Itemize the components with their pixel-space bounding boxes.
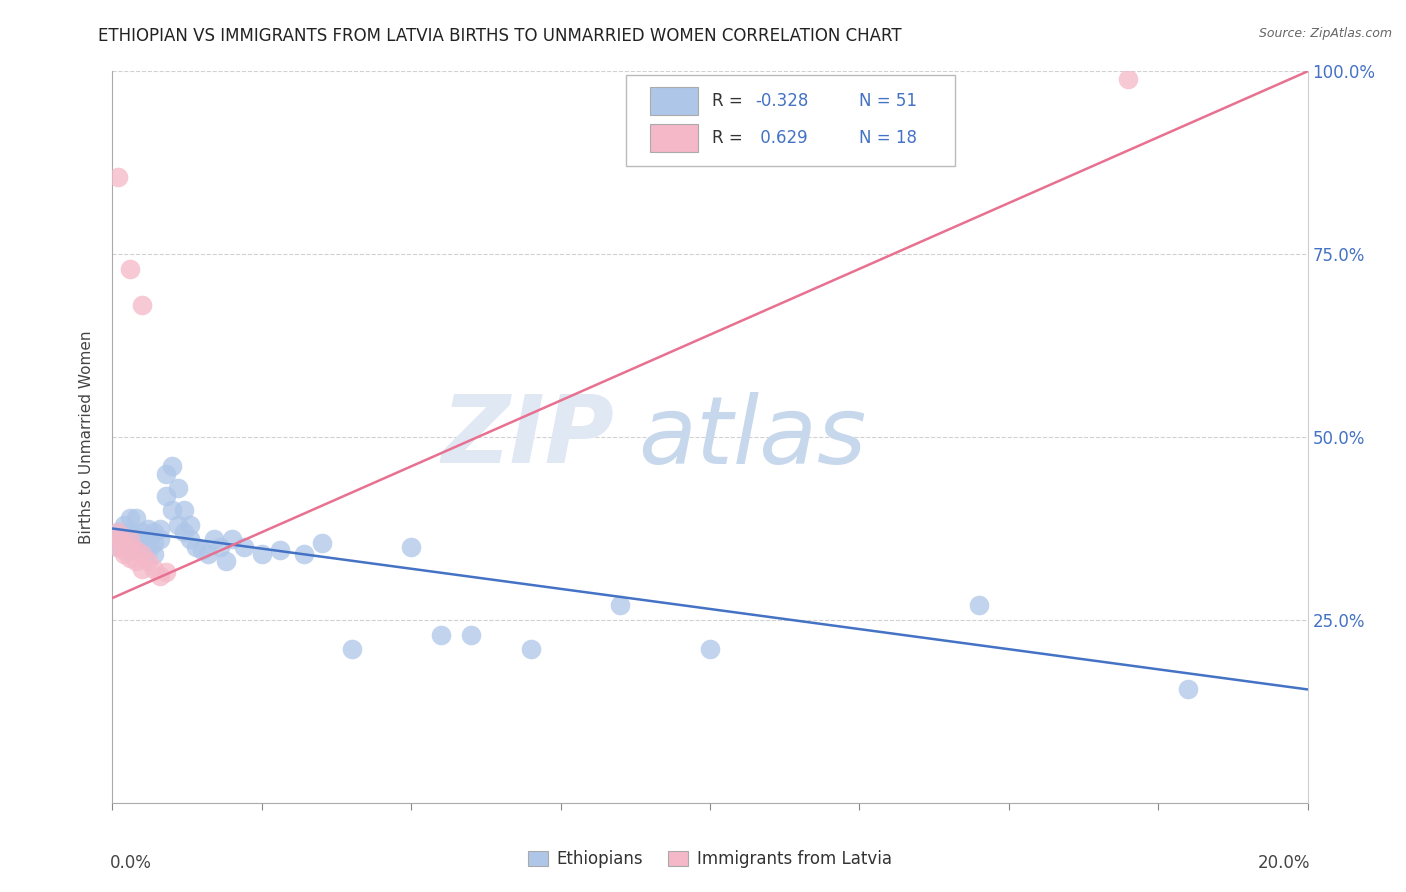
Text: N = 51: N = 51	[859, 93, 918, 111]
Point	[155, 489, 177, 503]
Point	[143, 536, 166, 550]
Point	[114, 536, 135, 550]
Point	[609, 599, 631, 613]
Text: ZIP: ZIP	[441, 391, 614, 483]
Point	[131, 533, 153, 547]
Point	[149, 533, 172, 547]
Point	[269, 543, 291, 558]
Text: N = 18: N = 18	[859, 129, 918, 147]
Point	[1177, 682, 1199, 697]
FancyBboxPatch shape	[627, 75, 955, 167]
Point	[107, 533, 129, 547]
Point	[120, 543, 142, 558]
Point	[311, 536, 333, 550]
Point	[167, 481, 190, 495]
Point	[215, 554, 238, 568]
Point	[155, 467, 177, 481]
Text: 20.0%: 20.0%	[1257, 854, 1310, 872]
Point	[125, 510, 148, 524]
Point	[107, 540, 129, 554]
Point	[197, 547, 219, 561]
Point	[120, 510, 142, 524]
Point	[149, 569, 172, 583]
Point	[292, 547, 315, 561]
Point	[107, 170, 129, 185]
Point	[179, 517, 201, 532]
Point	[699, 642, 721, 657]
Y-axis label: Births to Unmarried Women: Births to Unmarried Women	[79, 330, 94, 544]
Point	[173, 503, 195, 517]
Point	[120, 540, 142, 554]
Point	[167, 517, 190, 532]
Point	[125, 529, 148, 543]
Point	[143, 547, 166, 561]
Point	[143, 562, 166, 576]
Point	[114, 543, 135, 558]
Point	[340, 642, 363, 657]
Point	[107, 525, 129, 540]
Point	[202, 533, 225, 547]
Point	[209, 540, 232, 554]
Point	[107, 540, 129, 554]
Point	[186, 540, 208, 554]
Point	[131, 547, 153, 561]
Point	[138, 533, 160, 547]
Point	[131, 562, 153, 576]
Point	[120, 533, 142, 547]
Point	[430, 627, 453, 641]
Point	[162, 503, 183, 517]
Text: R =: R =	[713, 129, 748, 147]
Point	[138, 554, 160, 568]
Point	[120, 261, 142, 276]
Point	[173, 525, 195, 540]
Point	[131, 536, 153, 550]
Text: Source: ZipAtlas.com: Source: ZipAtlas.com	[1258, 27, 1392, 40]
Point	[143, 525, 166, 540]
Point	[125, 543, 148, 558]
Point	[250, 547, 273, 561]
Point	[967, 599, 990, 613]
Point	[149, 521, 172, 535]
Point	[138, 543, 160, 558]
Point	[162, 459, 183, 474]
FancyBboxPatch shape	[651, 87, 699, 115]
Text: atlas: atlas	[638, 392, 866, 483]
Text: R =: R =	[713, 93, 748, 111]
FancyBboxPatch shape	[651, 124, 699, 152]
Point	[131, 298, 153, 312]
Point	[125, 554, 148, 568]
Point	[191, 543, 214, 558]
Point	[520, 642, 543, 657]
Point	[114, 517, 135, 532]
Text: 0.0%: 0.0%	[110, 854, 152, 872]
Point	[1118, 71, 1140, 86]
Point	[138, 521, 160, 535]
Text: ETHIOPIAN VS IMMIGRANTS FROM LATVIA BIRTHS TO UNMARRIED WOMEN CORRELATION CHART: ETHIOPIAN VS IMMIGRANTS FROM LATVIA BIRT…	[98, 27, 903, 45]
Point	[120, 525, 142, 540]
Point	[460, 627, 482, 641]
Point	[233, 540, 256, 554]
Text: 0.629: 0.629	[755, 129, 808, 147]
Point	[179, 533, 201, 547]
Point	[114, 533, 135, 547]
Point	[120, 550, 142, 565]
Point	[221, 533, 243, 547]
Point	[155, 566, 177, 580]
Point	[401, 540, 423, 554]
Text: -0.328: -0.328	[755, 93, 808, 111]
Point	[107, 525, 129, 540]
Point	[114, 547, 135, 561]
Point	[131, 525, 153, 540]
Legend: Ethiopians, Immigrants from Latvia: Ethiopians, Immigrants from Latvia	[522, 844, 898, 875]
